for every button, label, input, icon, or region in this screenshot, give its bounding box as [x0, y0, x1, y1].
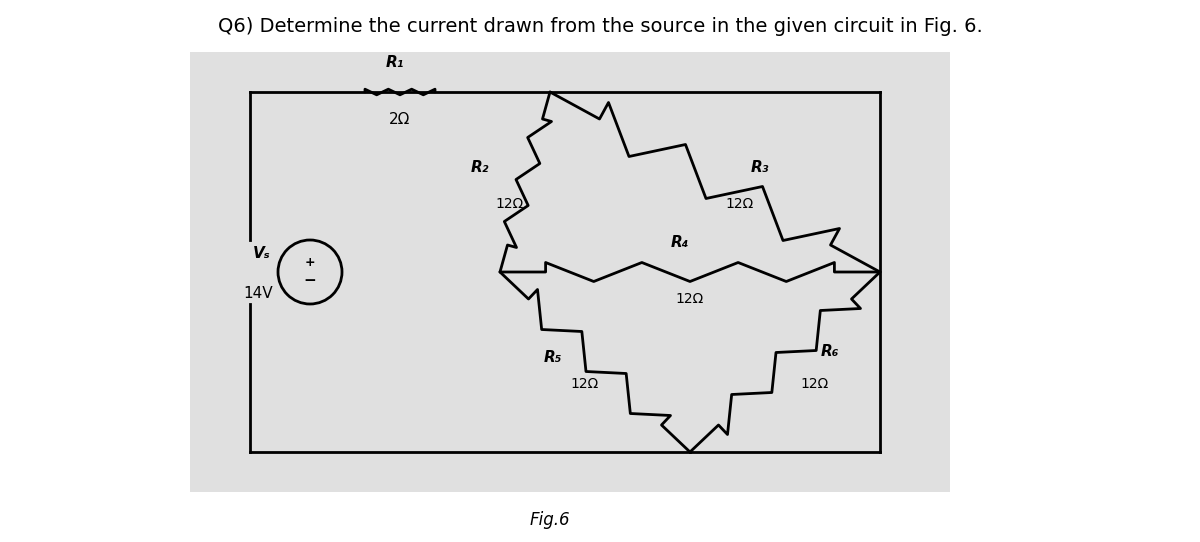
Text: 12Ω: 12Ω: [496, 197, 524, 211]
Text: R₄: R₄: [671, 235, 689, 250]
Text: 12Ω: 12Ω: [571, 377, 599, 391]
Text: 2Ω: 2Ω: [389, 112, 410, 127]
Text: 14V: 14V: [244, 287, 274, 301]
Text: 12Ω: 12Ω: [726, 197, 754, 211]
Text: −: −: [304, 274, 317, 288]
Text: R₆: R₆: [821, 345, 839, 359]
Text: R₂: R₂: [470, 159, 490, 175]
Text: R₅: R₅: [544, 350, 562, 365]
Text: R₁: R₁: [386, 55, 404, 70]
Text: Vₛ: Vₛ: [252, 247, 270, 261]
Text: Fig.6: Fig.6: [529, 511, 570, 529]
Text: 12Ω: 12Ω: [800, 377, 829, 391]
FancyBboxPatch shape: [190, 52, 950, 492]
Text: Q6) Determine the current drawn from the source in the given circuit in Fig. 6.: Q6) Determine the current drawn from the…: [217, 17, 983, 36]
Text: R₃: R₃: [751, 159, 769, 175]
Text: +: +: [305, 256, 316, 269]
Text: 12Ω: 12Ω: [676, 292, 704, 306]
